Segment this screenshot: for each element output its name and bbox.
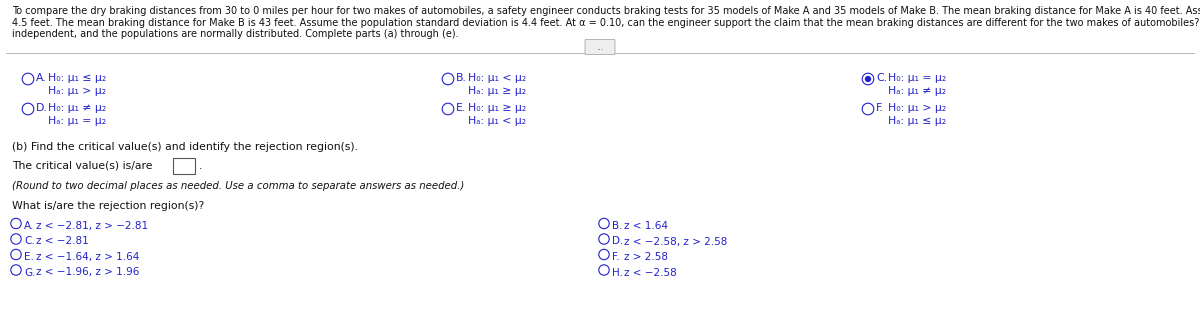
Text: z < −1.64, z > 1.64: z < −1.64, z > 1.64 xyxy=(36,252,139,262)
Circle shape xyxy=(11,218,22,229)
Text: What is/are the rejection region(s)?: What is/are the rejection region(s)? xyxy=(12,201,204,211)
Circle shape xyxy=(862,73,874,85)
FancyBboxPatch shape xyxy=(173,159,194,174)
Circle shape xyxy=(599,234,610,244)
Text: z > 2.58: z > 2.58 xyxy=(624,252,668,262)
Text: z < −2.81: z < −2.81 xyxy=(36,236,89,247)
Circle shape xyxy=(599,218,610,229)
Text: H₀: μ₁ ≤ μ₂: H₀: μ₁ ≤ μ₂ xyxy=(48,73,107,83)
Text: A.: A. xyxy=(24,221,35,231)
Text: H.: H. xyxy=(612,268,623,277)
Text: Hₐ: μ₁ = μ₂: Hₐ: μ₁ = μ₂ xyxy=(48,116,106,126)
Circle shape xyxy=(22,73,34,85)
Text: D.: D. xyxy=(36,103,48,113)
Text: B.: B. xyxy=(456,73,467,83)
Circle shape xyxy=(22,103,34,115)
Text: 4.5 feet. The mean braking distance for Make B is 43 feet. Assume the population: 4.5 feet. The mean braking distance for … xyxy=(12,18,1200,28)
Circle shape xyxy=(599,265,610,275)
Text: Hₐ: μ₁ ≥ μ₂: Hₐ: μ₁ ≥ μ₂ xyxy=(468,86,526,96)
FancyBboxPatch shape xyxy=(586,40,616,54)
Text: (b) Find the critical value(s) and identify the rejection region(s).: (b) Find the critical value(s) and ident… xyxy=(12,142,358,152)
Text: Hₐ: μ₁ < μ₂: Hₐ: μ₁ < μ₂ xyxy=(468,116,526,126)
Text: z < −2.58: z < −2.58 xyxy=(624,268,677,277)
Text: Hₐ: μ₁ ≠ μ₂: Hₐ: μ₁ ≠ μ₂ xyxy=(888,86,946,96)
Text: z < 1.64: z < 1.64 xyxy=(624,221,668,231)
Circle shape xyxy=(11,249,22,260)
Text: z < −2.81, z > −2.81: z < −2.81, z > −2.81 xyxy=(36,221,148,231)
Circle shape xyxy=(443,103,454,115)
Circle shape xyxy=(599,249,610,260)
Text: E.: E. xyxy=(456,103,467,113)
Text: .: . xyxy=(199,161,203,171)
Text: independent, and the populations are normally distributed. Complete parts (a) th: independent, and the populations are nor… xyxy=(12,29,458,39)
Circle shape xyxy=(11,234,22,244)
Circle shape xyxy=(862,103,874,115)
Text: z < −1.96, z > 1.96: z < −1.96, z > 1.96 xyxy=(36,268,139,277)
Circle shape xyxy=(865,76,871,82)
Text: H₀: μ₁ ≠ μ₂: H₀: μ₁ ≠ μ₂ xyxy=(48,103,107,113)
Text: Hₐ: μ₁ > μ₂: Hₐ: μ₁ > μ₂ xyxy=(48,86,106,96)
Text: z < −2.58, z > 2.58: z < −2.58, z > 2.58 xyxy=(624,236,727,247)
Text: The critical value(s) is/are: The critical value(s) is/are xyxy=(12,161,152,171)
Text: Hₐ: μ₁ ≤ μ₂: Hₐ: μ₁ ≤ μ₂ xyxy=(888,116,946,126)
Text: B.: B. xyxy=(612,221,623,231)
Text: ...: ... xyxy=(596,43,604,52)
Text: A.: A. xyxy=(36,73,47,83)
Text: H₀: μ₁ ≥ μ₂: H₀: μ₁ ≥ μ₂ xyxy=(468,103,527,113)
Text: F.: F. xyxy=(612,252,619,262)
Text: (Round to two decimal places as needed. Use a comma to separate answers as neede: (Round to two decimal places as needed. … xyxy=(12,181,464,191)
Text: G.: G. xyxy=(24,268,36,277)
Text: D.: D. xyxy=(612,236,623,247)
Circle shape xyxy=(11,265,22,275)
Text: E.: E. xyxy=(24,252,34,262)
Text: To compare the dry braking distances from 30 to 0 miles per hour for two makes o: To compare the dry braking distances fro… xyxy=(12,6,1200,16)
Text: F.: F. xyxy=(876,103,884,113)
Text: C.: C. xyxy=(876,73,887,83)
Circle shape xyxy=(443,73,454,85)
Text: H₀: μ₁ = μ₂: H₀: μ₁ = μ₂ xyxy=(888,73,947,83)
Text: H₀: μ₁ > μ₂: H₀: μ₁ > μ₂ xyxy=(888,103,947,113)
Text: H₀: μ₁ < μ₂: H₀: μ₁ < μ₂ xyxy=(468,73,527,83)
Text: C.: C. xyxy=(24,236,35,247)
